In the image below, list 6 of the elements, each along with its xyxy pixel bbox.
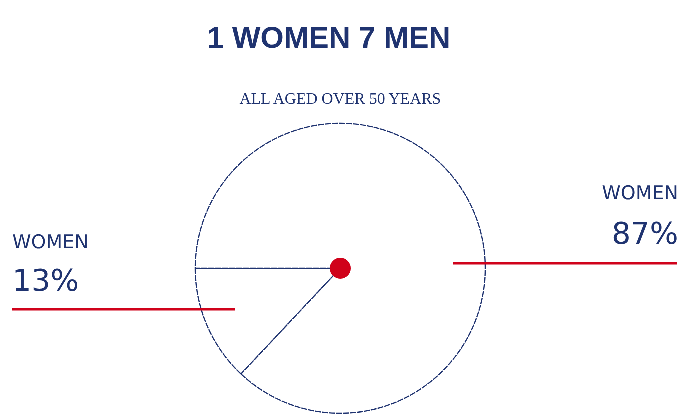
chart-title: 1 WOMEN 7 MEN [207,22,451,55]
data-label: 13% [12,264,80,299]
chart-subtitle: ALL AGED OVER 50 YEARS [240,91,442,108]
slice-label: WOMEN [602,182,679,204]
data-label: 87% [612,217,679,252]
slice-label: WOMEN [12,232,89,254]
